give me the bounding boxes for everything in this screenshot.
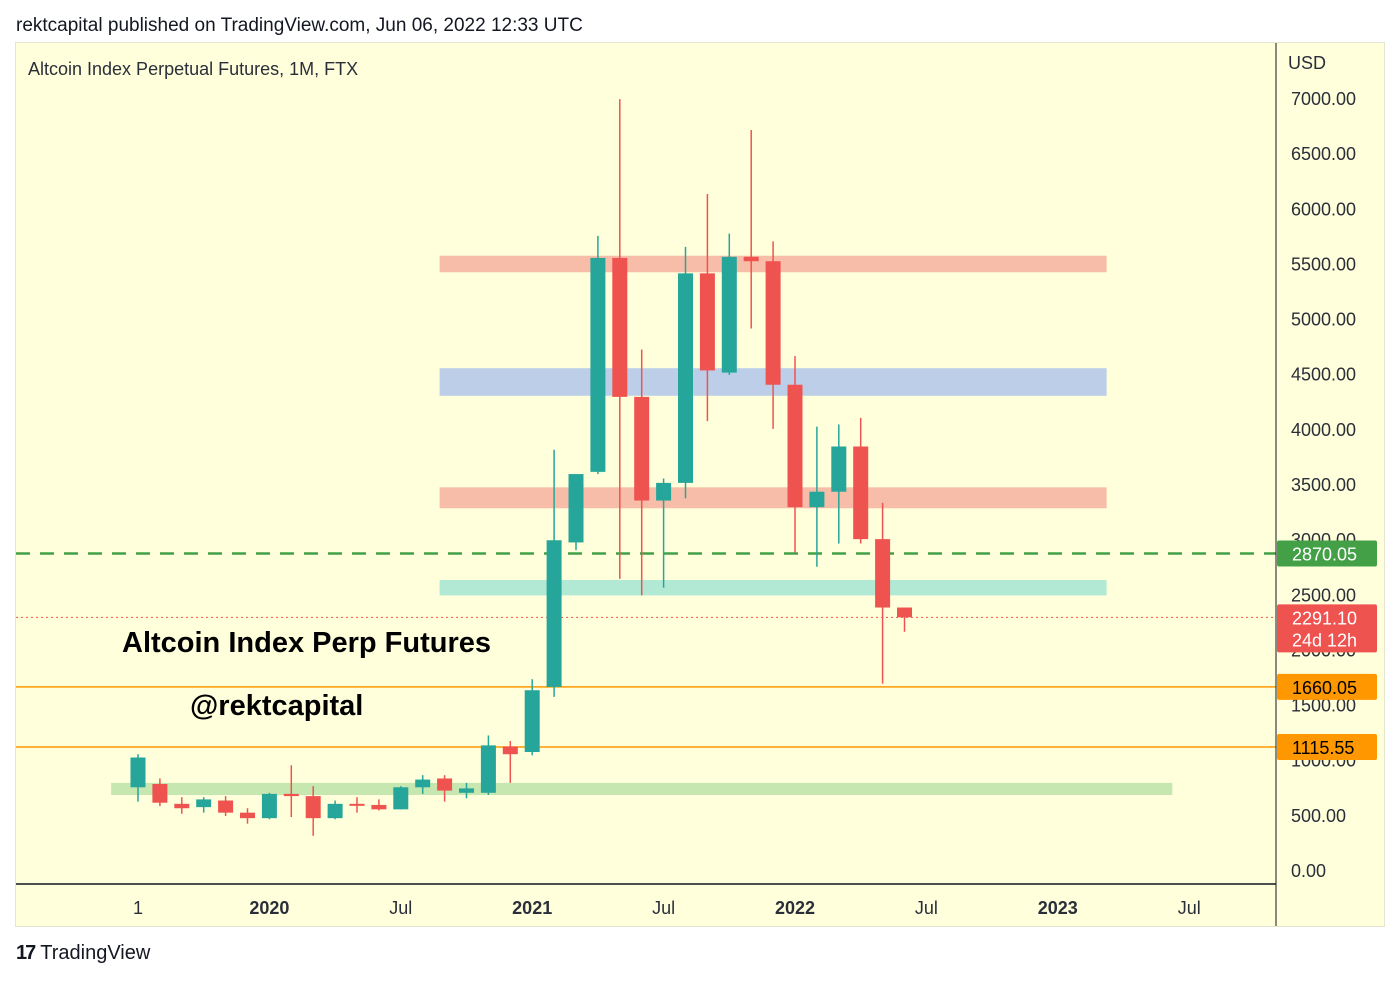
x-tick-label-3: 2021 — [512, 898, 552, 918]
level-tag-0 — [1277, 540, 1377, 567]
candle-body-21[interactable] — [590, 257, 606, 472]
x-tick-label-4: Jul — [652, 898, 675, 918]
candle-body-18[interactable] — [524, 690, 540, 752]
y-tick-label-9: 2500.00 — [1291, 585, 1356, 605]
candle-body-27[interactable] — [721, 256, 737, 373]
y-tick-label-5: 4500.00 — [1291, 365, 1356, 385]
x-tick-label-2: Jul — [389, 898, 412, 918]
candle-body-14[interactable] — [437, 778, 453, 791]
chart-title: Altcoin Index Perpetual Futures, 1M, FTX — [28, 59, 358, 79]
x-tick-label-7: 2023 — [1038, 898, 1078, 918]
candle-body-29[interactable] — [765, 261, 781, 385]
candle-body-9[interactable] — [327, 803, 343, 819]
candle-body-34[interactable] — [875, 539, 891, 608]
tradingview-brand: TradingView — [40, 942, 151, 964]
y-tick-label-4: 5000.00 — [1291, 310, 1356, 330]
candle-body-13[interactable] — [415, 779, 431, 788]
level-tag-label-0: 2870.05 — [1292, 544, 1357, 564]
x-tick-label-1: 2020 — [249, 898, 289, 918]
candle-body-16[interactable] — [480, 745, 496, 793]
candle-body-19[interactable] — [546, 540, 562, 687]
y-tick-label-7: 3500.00 — [1291, 475, 1356, 495]
level-tag-label-2: 1115.55 — [1292, 738, 1354, 758]
candle-body-33[interactable] — [853, 446, 869, 540]
last-price-countdown: 24d 12h — [1292, 630, 1357, 650]
tradingview-logo-icon: 17 — [16, 942, 36, 964]
candle-body-31[interactable] — [809, 491, 825, 508]
candle-body-24[interactable] — [656, 482, 672, 501]
zone-3 — [439, 579, 1107, 596]
y-tick-label-14: 0.00 — [1291, 861, 1326, 881]
annotation-handle: @rektcapital — [190, 690, 363, 722]
candle-body-28[interactable] — [743, 256, 759, 262]
candle-body-26[interactable] — [699, 273, 715, 371]
level-tag-label-1: 1660.05 — [1292, 678, 1357, 698]
x-tick-label-6: Jul — [915, 898, 938, 918]
candle-body-1[interactable] — [152, 783, 168, 803]
x-tick-label-5: 2022 — [775, 898, 815, 918]
chart-area[interactable] — [15, 42, 1385, 927]
tradingview-logo[interactable]: 17 TradingView — [16, 942, 150, 965]
candle-body-15[interactable] — [459, 788, 474, 793]
candle-body-5[interactable] — [240, 812, 255, 819]
x-tick-label-0: 1 — [133, 898, 143, 918]
candle-body-30[interactable] — [787, 384, 803, 508]
candle-body-10[interactable] — [349, 803, 365, 806]
candle-body-17[interactable] — [502, 746, 518, 755]
candle-body-12[interactable] — [393, 787, 409, 810]
level-tag-1 — [1277, 673, 1377, 700]
annotation-title: Altcoin Index Perp Futures — [122, 627, 491, 659]
y-tick-label-6: 4000.00 — [1291, 420, 1356, 440]
zone-2 — [439, 487, 1107, 509]
zone-4 — [111, 782, 1173, 796]
candle-body-35[interactable] — [897, 607, 912, 618]
last-price-label: 2291.10 — [1292, 608, 1357, 628]
x-tick-label-8: Jul — [1178, 898, 1201, 918]
candle-body-22[interactable] — [612, 257, 628, 397]
candle-body-32[interactable] — [831, 446, 847, 492]
y-tick-label-0: 7000.00 — [1291, 89, 1356, 109]
candle-body-20[interactable] — [568, 474, 584, 543]
y-tick-label-1: 6500.00 — [1291, 144, 1356, 164]
candle-body-25[interactable] — [678, 273, 693, 483]
level-tag-2 — [1277, 733, 1377, 760]
published-line: rektcapital published on TradingView.com… — [16, 15, 583, 36]
y-tick-label-2: 6000.00 — [1291, 199, 1356, 219]
y-tick-label-3: 5500.00 — [1291, 254, 1356, 274]
candle-body-2[interactable] — [174, 803, 190, 809]
candle-body-23[interactable] — [634, 396, 650, 501]
y-axis-currency: USD — [1288, 53, 1326, 73]
candle-body-4[interactable] — [218, 800, 234, 813]
candle-body-3[interactable] — [196, 799, 212, 808]
candle-body-8[interactable] — [305, 796, 321, 819]
y-tick-label-13: 500.00 — [1291, 806, 1346, 826]
candle-body-7[interactable] — [283, 793, 299, 797]
y-tick-label-11: 1500.00 — [1291, 696, 1356, 716]
last-price-tag — [1277, 604, 1377, 653]
candle-body-0[interactable] — [130, 757, 146, 788]
candle-body-11[interactable] — [371, 804, 387, 810]
candle-body-6[interactable] — [261, 793, 277, 819]
